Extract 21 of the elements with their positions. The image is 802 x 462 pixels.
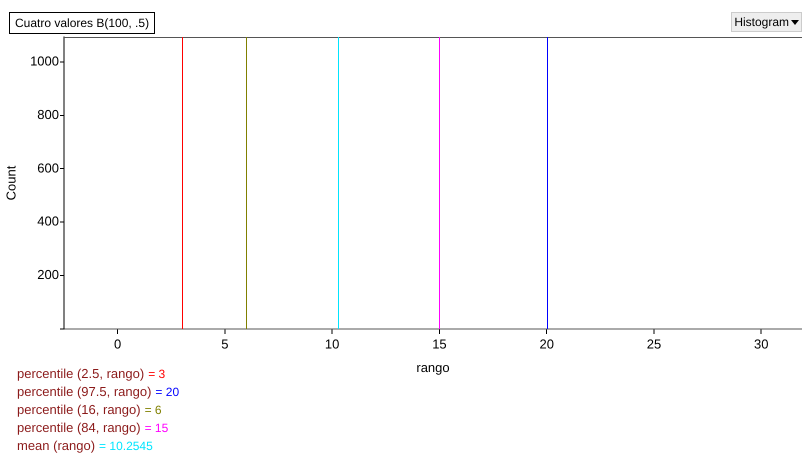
text: mean (rango) = 10.2545	[17, 438, 153, 453]
x-tick-label: 5	[221, 336, 229, 352]
y-tick-label: 1000	[30, 53, 59, 68]
text: Histogram	[734, 15, 789, 29]
y-tick-label: 200	[37, 267, 59, 282]
text: percentile (2.5, rango) = 3	[17, 366, 166, 381]
y-tick-label: 400	[37, 214, 59, 229]
text: percentile (16, rango) = 6	[17, 402, 162, 417]
text: percentile (97.5, rango) = 20	[17, 384, 180, 399]
y-tick-label: 600	[37, 160, 59, 176]
y-axis-title: Count	[3, 165, 18, 200]
chart-title: Cuatro valores B(100, .5)	[9, 12, 156, 34]
x-tick-label: 30	[754, 336, 768, 352]
y-tick-label: 800	[37, 106, 59, 122]
x-tick-label: 20	[539, 336, 554, 352]
x-tick-label: 15	[432, 336, 447, 352]
x-tick-label: 0	[114, 336, 122, 352]
text: percentile (84, rango) = 15	[17, 420, 168, 435]
x-axis-title: rango	[416, 360, 450, 375]
x-tick-label: 25	[646, 336, 662, 352]
x-tick-label: 10	[324, 336, 340, 352]
